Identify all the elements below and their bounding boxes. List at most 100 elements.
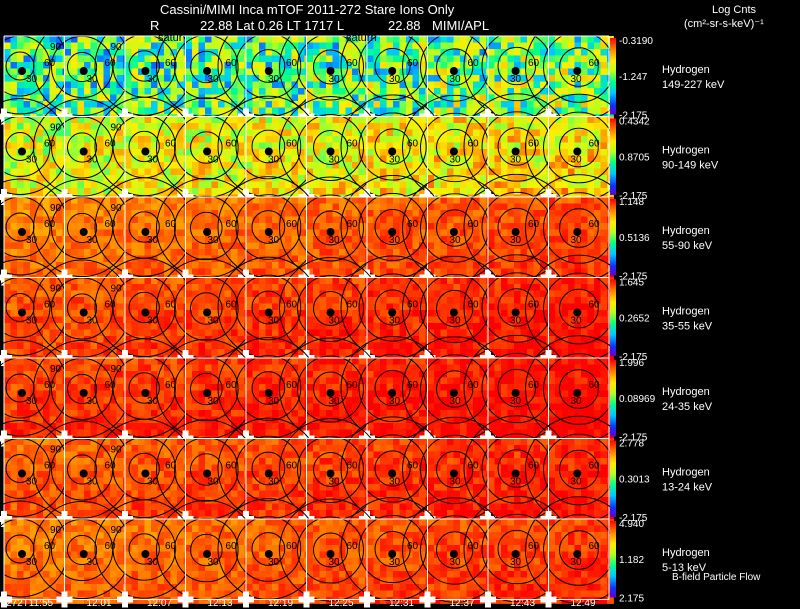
saturn-marker-icon [141,147,150,156]
contour-label: 30 [329,396,341,407]
time-tick-label: 272T11:55 [6,598,54,609]
contour-label: 30 [450,235,462,246]
time-tick-label: 12:07 [147,598,172,609]
contour-label: 60 [528,461,540,472]
contour-label: 30 [510,316,522,327]
saturn-marker-icon [388,67,397,75]
colorbar [610,360,616,437]
contour-label: 60 [347,380,359,391]
saturn-marker-icon [388,308,397,317]
contour-label: 60 [165,541,177,552]
colorbar-min-label: -2.175 [619,352,648,363]
colorbar-mid-label: -1.247 [619,72,648,83]
contour-label: 30 [510,477,522,488]
contour-label: 30 [389,74,401,85]
contour-label: 30 [389,557,401,568]
contour-label: 30 [571,155,583,166]
contour-label: 60 [286,219,298,230]
saturn-marker-icon [449,550,458,558]
contour-label: 30 [389,316,401,327]
plot-title: Cassini/MIMI Inca mTOF 2011-272 Stare Io… [160,2,455,17]
contour-label: 30 [450,155,462,166]
saturn-marker-icon [573,550,582,558]
contour-label: 90 [111,364,123,375]
contour-label: 30 [268,396,280,407]
saturn-marker-icon [449,389,458,397]
energy-range-label: 90-149 keV [662,160,719,172]
contour-label: 30 [87,235,99,246]
saturn-marker-icon [18,469,26,478]
colorbar-max-label: 0.4342 [619,117,650,128]
image-panel: 30 60 [218,257,319,366]
contour-label: 30 [571,557,583,568]
contour-label: 60 [589,139,601,150]
contour-label: 30 [329,316,341,327]
saturn-marker-icon [18,389,26,397]
contour-label: 30 [26,477,38,488]
contour-label: 30 [208,235,220,246]
organization-label: MIMI/APL [432,18,490,33]
saturn-marker-icon [326,389,335,397]
contour-label: 30 [450,557,462,568]
contour-label: 60 [44,380,56,391]
contour-label: 60 [286,58,298,69]
contour-label: 60 [468,139,480,150]
species-label: Hydrogen [662,467,710,479]
saturn-marker-icon [141,228,150,236]
saturn-marker-icon [449,469,458,478]
contour-label: 60 [226,139,238,150]
contour-label: 90 [50,525,62,536]
contour-label: 60 [105,541,117,552]
colorbar [610,199,616,276]
saturn-marker-icon [388,469,397,478]
colorbar-min-label: -2.175 [619,433,648,444]
contour-label: 30 [26,74,38,85]
contour-label: 30 [147,396,159,407]
saturn-label-left: satur [158,32,183,44]
saturn-marker-icon [264,389,273,397]
saturn-marker-icon [326,469,335,478]
contour-label: 30 [329,477,341,488]
contour-label: 30 [26,155,38,166]
saturn-marker-icon [511,550,520,558]
contour-label: 60 [226,461,238,472]
colorbar-min-label: 2.175 [619,594,644,605]
colorbar-max-label: 2.778 [619,439,644,450]
colorbar-min-label: -2.175 [619,272,648,283]
colorbar [610,118,616,195]
contour-label: 90 [111,42,123,53]
contour-label: 30 [571,74,583,85]
contour-label: 30 [87,477,99,488]
saturn-marker-icon [18,147,26,156]
contour-label: 60 [286,380,298,391]
contour-label: 60 [165,219,177,230]
contour-label: 90 [50,364,62,375]
saturn-marker-icon [79,389,88,397]
contour-label: 30 [389,155,401,166]
contour-label: 30 [329,74,341,85]
contour-label: 60 [44,58,56,69]
contour-label: 60 [589,380,601,391]
saturn-marker-icon [511,308,520,317]
time-tick-label: 12:25 [329,598,354,609]
contour-label: 30 [268,477,280,488]
colorbar-max-label: 4.940 [619,519,644,530]
energy-range-label: 24-35 keV [662,401,713,413]
contour-label: 60 [589,541,601,552]
saturn-label-right: saturn [346,32,377,44]
saturn-marker-icon [511,469,520,478]
contour-label: 60 [105,58,117,69]
saturn-marker-icon [511,67,520,75]
time-tick-label: 12:31 [389,598,414,609]
saturn-marker-icon [203,67,212,75]
contour-label: 30 [389,396,401,407]
contour-label: 60 [105,380,117,391]
contour-label: 30 [87,316,99,327]
contour-label: 60 [165,300,177,311]
saturn-marker-icon [573,389,582,397]
contour-label: 30 [87,557,99,568]
contour-label: 30 [450,316,462,327]
contour-label: 30 [268,155,280,166]
contour-label: 90 [50,445,62,456]
contour-label: 60 [286,300,298,311]
